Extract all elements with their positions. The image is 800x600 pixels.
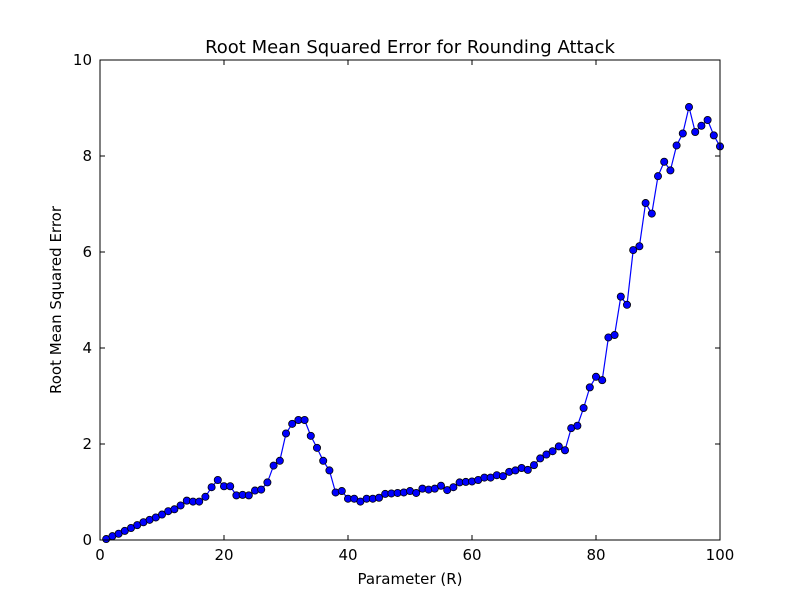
data-point [325,466,334,475]
data-point [616,292,625,301]
data-point [703,116,712,125]
data-point [697,121,706,130]
data-point [598,376,607,385]
x-tick-label: 80 [586,546,605,564]
data-point [623,300,632,309]
data-point [498,472,507,481]
data-point [635,242,644,251]
data-point [542,450,551,459]
x-tick-label: 100 [706,546,735,564]
data-point [201,492,210,501]
data-point [660,157,669,166]
data-point [207,483,216,492]
data-point [300,415,309,424]
data-point [523,465,532,474]
data-point [263,478,272,487]
x-tick-label: 20 [214,546,233,564]
x-tick-label: 0 [95,546,105,564]
x-axis-label: Parameter (R) [358,570,463,588]
data-point [195,497,204,506]
data-point [244,491,253,500]
data-point [654,172,663,181]
data-point [281,429,290,438]
y-tick-label: 2 [82,435,92,453]
data-point [306,431,315,440]
series-group [102,103,725,544]
data-point [176,501,185,510]
data-point [412,488,421,497]
data-point [374,493,383,502]
data-point [585,383,594,392]
y-tick-label: 10 [73,51,92,69]
data-point [275,456,284,465]
data-point [257,485,266,494]
y-tick-label: 4 [82,339,92,357]
series-line [105,106,721,540]
x-tick-label: 60 [462,546,481,564]
data-point [685,103,694,112]
data-point [573,421,582,430]
data-point [530,461,539,470]
data-point [337,487,346,496]
data-point [157,510,166,519]
data-point [579,403,588,412]
data-point [691,127,700,136]
data-point [561,446,570,455]
plot-area: 0 20 40 60 80 100 0 2 4 6 8 10 [73,51,734,564]
data-point [641,199,650,208]
y-tick-label: 0 [82,531,92,549]
data-point [213,475,222,484]
data-point [288,419,297,428]
y-axis-label: Root Mean Squared Error [47,205,65,394]
data-point [629,246,638,255]
data-point [449,483,458,492]
data-point [672,141,681,150]
data-point [170,505,179,514]
data-point [319,456,328,465]
data-point [666,166,675,175]
y-tick-label: 8 [82,147,92,165]
data-point [536,454,545,463]
data-point [610,331,619,340]
data-point [548,447,557,456]
data-point [436,481,445,490]
chart-title: Root Mean Squared Error for Rounding Att… [205,37,615,58]
data-point [554,442,563,451]
data-point [592,372,601,381]
data-point [226,482,235,491]
data-point [312,443,321,452]
data-point [709,131,718,140]
data-point [678,129,687,138]
data-point [269,461,278,470]
data-point [647,209,656,218]
y-tick-label: 6 [82,243,92,261]
x-tick-label: 40 [338,546,357,564]
tick-group: 0 20 40 60 80 100 0 2 4 6 8 10 [73,51,734,564]
axes-frame [99,59,721,541]
